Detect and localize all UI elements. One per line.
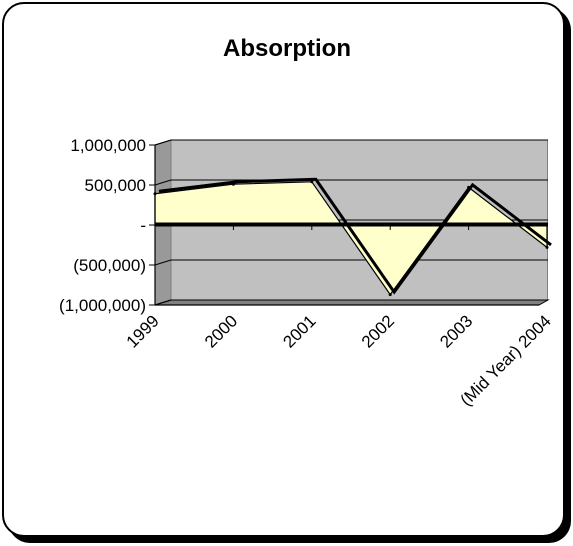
- data-point-2001: [310, 180, 314, 184]
- chart-title: Absorption: [223, 35, 351, 62]
- data-point--mid-year-2004: [545, 245, 549, 249]
- data-point-2000: [231, 182, 235, 186]
- gridline-side: [154, 139, 172, 146]
- data-point-2003: [467, 185, 471, 189]
- y-tick-label: (500,000): [73, 256, 146, 275]
- plot-floor: [154, 299, 550, 306]
- absorption-area-edge: [158, 177, 552, 295]
- y-tick-label: (1,000,000): [59, 296, 146, 315]
- x-tick-label: 2001: [279, 311, 319, 351]
- y-tick-label: 500,000: [85, 176, 146, 195]
- gridline-side: [154, 179, 172, 186]
- plot-area: 1,000,000 500,000 - (500,000) (1,000,000)199…: [59, 136, 555, 410]
- data-point-2002: [388, 293, 392, 297]
- y-tick-label: -: [140, 216, 146, 235]
- gridline-side: [154, 259, 172, 266]
- y-tick-label: 1,000,000: [70, 136, 146, 155]
- x-tick-label: 1999: [123, 311, 163, 351]
- x-tick-label: 2003: [436, 311, 476, 351]
- gridline-side: [154, 299, 172, 306]
- x-tick-label: 2000: [201, 311, 241, 351]
- x-tick-label: 2002: [358, 311, 398, 351]
